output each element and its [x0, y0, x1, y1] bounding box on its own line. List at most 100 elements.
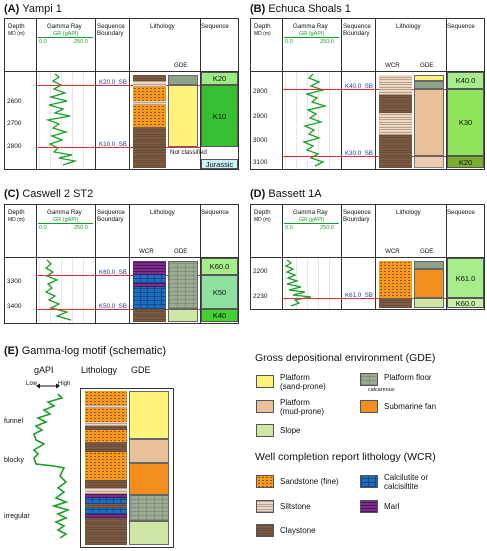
tick: 3000	[253, 137, 268, 144]
boundary-label: K50.0_SB	[99, 303, 127, 310]
lithology-label: Lithology	[396, 209, 421, 216]
gr-max: 250.0	[74, 225, 88, 231]
wcr-label: WCR	[139, 248, 154, 255]
legend-claystone: Claystone	[280, 526, 316, 535]
motif-blocky: blocky	[4, 457, 24, 464]
legend-fan: Submarine fan	[384, 402, 437, 411]
sequence-label: Sequence	[447, 23, 475, 30]
lithology-label: Lithology	[396, 23, 421, 30]
panel-c-log: Depth MD (m) Gamma Ray GR (gAPI) 0.0 250…	[4, 204, 239, 324]
legend-slope: Slope	[280, 426, 301, 435]
gamma-curve	[44, 259, 72, 321]
swatch-fan	[360, 400, 378, 413]
gamma-label: Gamma Ray	[47, 23, 82, 30]
tick: 2200	[253, 268, 268, 275]
gamma-label: Gamma Ray	[47, 209, 82, 216]
seq-boundary-label: Sequence Boundary	[97, 23, 125, 37]
gr-min: 0.0	[285, 39, 293, 45]
sequence-cell: K30	[447, 89, 484, 156]
panel-a-log: Depth MD (m) Gamma Ray GR (gAPI) 0.0 250…	[4, 18, 239, 170]
swatch-siltstone	[256, 500, 274, 513]
tick: 3400	[7, 303, 22, 310]
sequence-cell: K50	[201, 275, 238, 309]
sequence-label: Sequence	[201, 23, 229, 30]
gr-max: 250.0	[74, 39, 88, 45]
panel-b-letter: (B)	[250, 3, 266, 15]
legend-marl: Marl	[384, 502, 400, 511]
boundary-label: K60.0_SB	[99, 269, 127, 276]
boundary-label: K10.0_SB	[99, 141, 127, 148]
tick: 2800	[253, 88, 268, 95]
wcr-label: WCR	[385, 248, 400, 255]
gamma-label: Gamma Ray	[293, 23, 328, 30]
depth-label: Depth	[254, 23, 271, 30]
sequence-cell: K40	[201, 309, 238, 322]
motif-funnel: funnel	[4, 418, 24, 425]
panel-c-letter: (C)	[4, 188, 20, 200]
legend-gde-title: Gross depositional environment (GDE)	[255, 352, 436, 364]
gr-unit: GR (gAPI)	[53, 31, 79, 37]
seq-boundary-label: Sequence Boundary	[343, 23, 371, 37]
gr-max: 250.0	[320, 39, 334, 45]
sequence-cell: K20	[447, 156, 484, 168]
sequence-cell: K10	[201, 85, 238, 147]
seq-boundary-label: Sequence Boundary	[97, 209, 125, 223]
boundary-label: K20.0_SB	[99, 79, 127, 86]
gr-unit: GR (gAPI)	[53, 217, 79, 223]
gr-max: 250.0	[320, 225, 334, 231]
gapi-label: gAPI	[34, 365, 54, 375]
boundary-label: K40.0_SB	[345, 83, 373, 90]
gamma-curve	[302, 73, 328, 167]
panel-b-well: Echuca Shoals 1	[268, 3, 351, 15]
panel-a-letter: (A)	[4, 3, 20, 15]
swatch-marl	[360, 500, 378, 513]
gr-min: 0.0	[39, 225, 47, 231]
panel-e-title: Gamma-log motif (schematic)	[21, 345, 166, 357]
gr-min: 0.0	[39, 39, 47, 45]
legend-wcr-title: Well completion report lithology (WCR)	[255, 451, 436, 463]
panel-d-log: Depth MD (m) Gamma Ray GR (gAPI) 0.0 250…	[250, 204, 485, 310]
gamma-curve	[284, 259, 312, 307]
panel-a-well: Yampi 1	[22, 3, 62, 15]
depth-label: Depth	[8, 209, 25, 216]
swatch-mud-prone	[256, 400, 274, 413]
high-label: High	[58, 381, 71, 387]
gamma-label: Gamma Ray	[293, 209, 328, 216]
panel-d-well: Bassett 1A	[268, 188, 322, 200]
depth-label: Depth	[8, 23, 25, 30]
gde-label: GDE	[174, 62, 188, 69]
sequence-cell: K61.0	[447, 258, 484, 298]
gr-unit: GR (gAPI)	[299, 31, 325, 37]
tick: 2600	[7, 98, 22, 105]
tick: 3100	[253, 159, 268, 166]
swatch-floor	[360, 373, 378, 386]
lithology-label: Lithology	[150, 23, 175, 30]
tick: 2800	[7, 143, 22, 150]
gamma-curve	[45, 73, 78, 166]
md-label: MD (m)	[8, 31, 25, 37]
md-label: MD (m)	[254, 217, 271, 223]
sequence-cell: K60.0	[201, 258, 238, 275]
swatch-slope	[256, 424, 274, 437]
lithology-label: Lithology	[150, 209, 175, 216]
boundary-label: K61.0_SB	[345, 292, 373, 299]
lithology-header: Lithology	[81, 365, 118, 375]
seq-boundary-label: Sequence Boundary	[343, 209, 371, 223]
wcr-label: WCR	[385, 62, 400, 69]
sequence-cell: K40.0	[447, 72, 484, 89]
sequence-cell: K20	[201, 72, 238, 85]
panel-b-log: Depth MD (m) Gamma Ray GR (gAPI) 0.0 250…	[250, 18, 485, 170]
sequence-label: Sequence	[447, 209, 475, 216]
sequence-cell: Jurassic	[201, 159, 238, 169]
legend-floor-sub: calcareous	[368, 387, 395, 393]
md-label: MD (m)	[254, 31, 271, 37]
swatch-sand-prone	[256, 375, 274, 388]
legend-floor: Platform floor	[384, 373, 432, 382]
depth-label: Depth	[254, 209, 271, 216]
panel-c-well: Caswell 2 ST2	[22, 188, 94, 200]
panel-e-letter: (E)	[4, 345, 19, 357]
tick: 3300	[7, 278, 22, 285]
low-label: Low	[26, 381, 38, 387]
schematic-log	[80, 388, 174, 548]
schematic-gamma-curve	[32, 393, 71, 539]
